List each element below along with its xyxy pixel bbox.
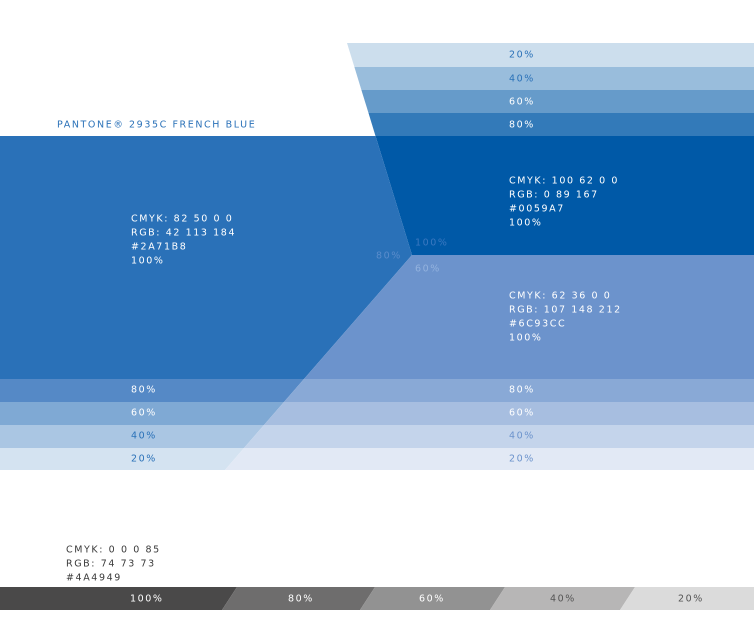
spec: RGB: 107 148 212 <box>509 305 622 316</box>
swatch <box>304 255 754 379</box>
spec: #0059A7 <box>509 204 565 215</box>
tint-label: 60% <box>509 408 535 419</box>
spec: #4A4949 <box>66 573 122 584</box>
tint <box>360 587 505 610</box>
spec: 100% <box>509 218 543 229</box>
tint-label: 80% <box>288 594 314 605</box>
spec: 100% <box>509 333 543 344</box>
tint <box>361 90 754 113</box>
spec: RGB: 0 89 167 <box>509 190 599 201</box>
tint <box>347 43 754 67</box>
swatch <box>0 136 412 379</box>
overlap-label: 100% <box>415 238 449 249</box>
spec: #2A71B8 <box>131 242 187 253</box>
overlap-label: 60% <box>415 264 441 275</box>
tint-label: 20% <box>131 454 157 465</box>
tint <box>490 587 635 610</box>
spec: CMYK: 62 36 0 0 <box>509 291 611 302</box>
swatch <box>375 136 754 255</box>
tint-label: 40% <box>509 74 535 85</box>
tint-label: 60% <box>509 97 535 108</box>
tint <box>244 425 754 448</box>
tint-label: 80% <box>131 385 157 396</box>
tint-label: 100% <box>130 594 164 605</box>
tint-label: 60% <box>419 594 445 605</box>
tint-label: 40% <box>131 431 157 442</box>
overlap-label: 80% <box>376 251 402 262</box>
tint <box>0 448 244 470</box>
tint <box>0 379 304 402</box>
spec: RGB: 74 73 73 <box>66 559 156 570</box>
spec: CMYK: 0 0 0 85 <box>66 545 161 556</box>
tint-label: 80% <box>509 120 535 131</box>
tint <box>284 379 754 402</box>
tint <box>0 425 264 448</box>
tint-label: 80% <box>509 385 535 396</box>
tint-label: 40% <box>550 594 576 605</box>
tint-label: 20% <box>509 454 535 465</box>
spec: CMYK: 82 50 0 0 <box>131 214 233 225</box>
tint <box>222 587 375 610</box>
tint <box>0 402 284 425</box>
title: PANTONE® 2935C FRENCH BLUE <box>57 120 256 131</box>
tint-label: 60% <box>131 408 157 419</box>
tint-label: 20% <box>678 594 704 605</box>
tint <box>368 113 754 136</box>
tint <box>354 67 754 90</box>
tint <box>225 448 754 470</box>
tint <box>620 587 754 610</box>
tint-label: 40% <box>509 431 535 442</box>
tint-label: 20% <box>509 50 535 61</box>
tint <box>0 587 237 610</box>
spec: #6C93CC <box>509 319 566 330</box>
spec: RGB: 42 113 184 <box>131 228 236 239</box>
tint <box>264 402 754 425</box>
spec: CMYK: 100 62 0 0 <box>509 176 619 187</box>
spec: 100% <box>131 256 165 267</box>
